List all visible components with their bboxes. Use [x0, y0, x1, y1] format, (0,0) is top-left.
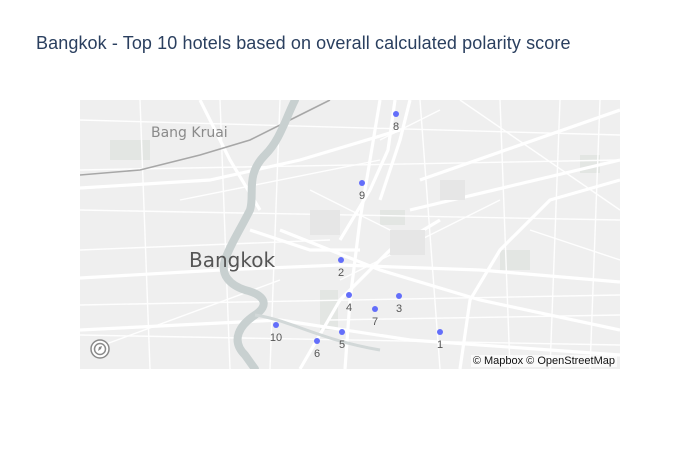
place-label-bangkok: Bangkok	[189, 248, 276, 272]
hotel-marker-3[interactable]	[396, 293, 402, 299]
hotel-label-10: 10	[270, 332, 282, 344]
hotel-markers-layer: 1 2 3 4 5 6 7 8 9 10	[270, 111, 443, 360]
hotel-marker-8[interactable]	[393, 111, 399, 117]
hotel-label-4: 4	[346, 302, 352, 314]
hotel-label-1: 1	[437, 339, 443, 351]
hotel-label-6: 6	[314, 348, 320, 360]
map-attribution[interactable]: © Mapbox © OpenStreetMap	[470, 355, 617, 367]
hotel-marker-1[interactable]	[437, 329, 443, 335]
hotel-marker-2[interactable]	[338, 257, 344, 263]
hotel-marker-9[interactable]	[359, 180, 365, 186]
hotel-label-7: 7	[372, 316, 378, 328]
hotel-label-8: 8	[393, 121, 399, 133]
hotel-marker-5[interactable]	[339, 329, 345, 335]
hotel-label-9: 9	[359, 190, 365, 202]
hotel-label-3: 3	[396, 303, 402, 315]
map-title: Bangkok - Top 10 hotels based on overall…	[36, 33, 571, 53]
hotel-marker-4[interactable]	[346, 292, 352, 298]
hotel-label-2: 2	[338, 267, 344, 279]
map-area[interactable]: 1 2 3 4 5 6 7 8 9 10 Bang Kruai Bangkok © Mapbox …	[80, 100, 620, 369]
mapbox-logo-icon[interactable]	[90, 339, 110, 359]
basemap	[80, 100, 620, 369]
hotel-marker-10[interactable]	[273, 322, 279, 328]
hotel-label-5: 5	[339, 339, 345, 351]
hotel-marker-7[interactable]	[372, 306, 378, 312]
place-label-bang-kruai: Bang Kruai	[151, 125, 228, 141]
hotel-marker-6[interactable]	[314, 338, 320, 344]
